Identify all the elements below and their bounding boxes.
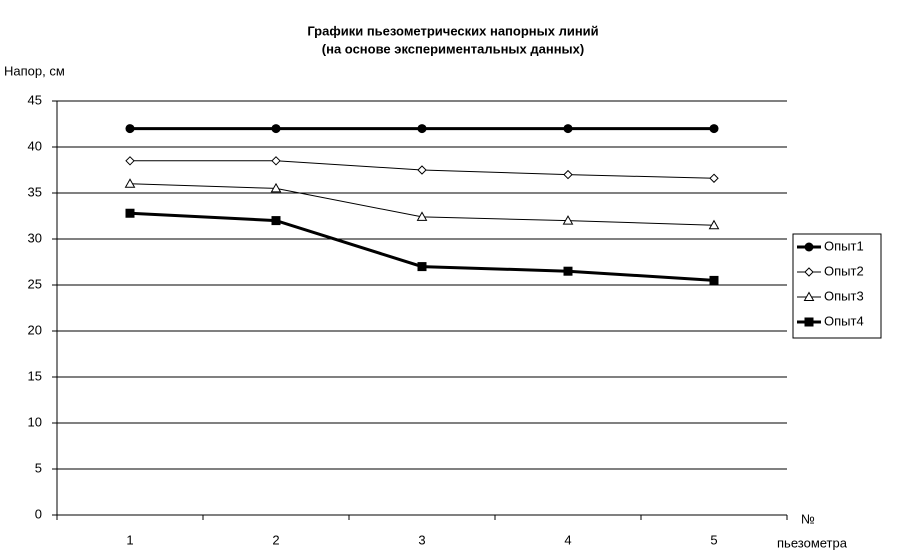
y-tick-label: 5 <box>35 460 42 475</box>
x-tick-label: 3 <box>418 532 425 547</box>
y-tick-label: 15 <box>28 368 42 383</box>
marker <box>804 317 814 327</box>
marker <box>124 178 136 188</box>
y-tick-label: 10 <box>28 414 42 429</box>
marker <box>271 156 281 166</box>
chart-title: Графики пьезометрических напорных линий <box>307 23 598 38</box>
y-tick-label: 20 <box>28 322 42 337</box>
marker <box>417 262 427 272</box>
x-tick-label: 4 <box>564 532 571 547</box>
y-tick-label: 35 <box>28 184 42 199</box>
marker <box>417 165 427 175</box>
chart-title: (на основе экспериментальных данных) <box>322 41 584 56</box>
legend-label: Опыт4 <box>824 313 864 328</box>
x-tick-label: 2 <box>272 532 279 547</box>
legend-label: Опыт3 <box>824 288 864 303</box>
y-tick-label: 0 <box>35 506 42 521</box>
x-tick-label: 5 <box>710 532 717 547</box>
marker <box>563 124 573 134</box>
marker <box>804 267 814 277</box>
marker <box>709 124 719 134</box>
marker <box>270 182 282 193</box>
marker <box>708 219 720 230</box>
y-tick-label: 45 <box>28 92 42 107</box>
x-tick-label: 1 <box>126 532 133 547</box>
marker <box>125 156 135 166</box>
x-axis-label: № <box>801 511 815 526</box>
marker <box>803 291 815 301</box>
legend-label: Опыт2 <box>824 263 864 278</box>
y-tick-label: 25 <box>28 276 42 291</box>
x-axis-label: пьезометра <box>777 535 848 550</box>
marker <box>271 216 281 226</box>
marker <box>709 173 719 183</box>
y-tick-label: 40 <box>28 138 42 153</box>
marker <box>417 124 427 134</box>
marker <box>125 208 135 218</box>
marker <box>563 266 573 276</box>
marker <box>804 242 814 252</box>
marker <box>416 211 428 221</box>
legend-label: Опыт1 <box>824 238 864 253</box>
marker <box>709 275 719 285</box>
marker <box>562 215 574 225</box>
y-tick-label: 30 <box>28 230 42 245</box>
y-axis-label: Напор, см <box>4 63 65 78</box>
marker <box>271 124 281 134</box>
marker <box>125 124 135 134</box>
marker <box>563 169 573 180</box>
